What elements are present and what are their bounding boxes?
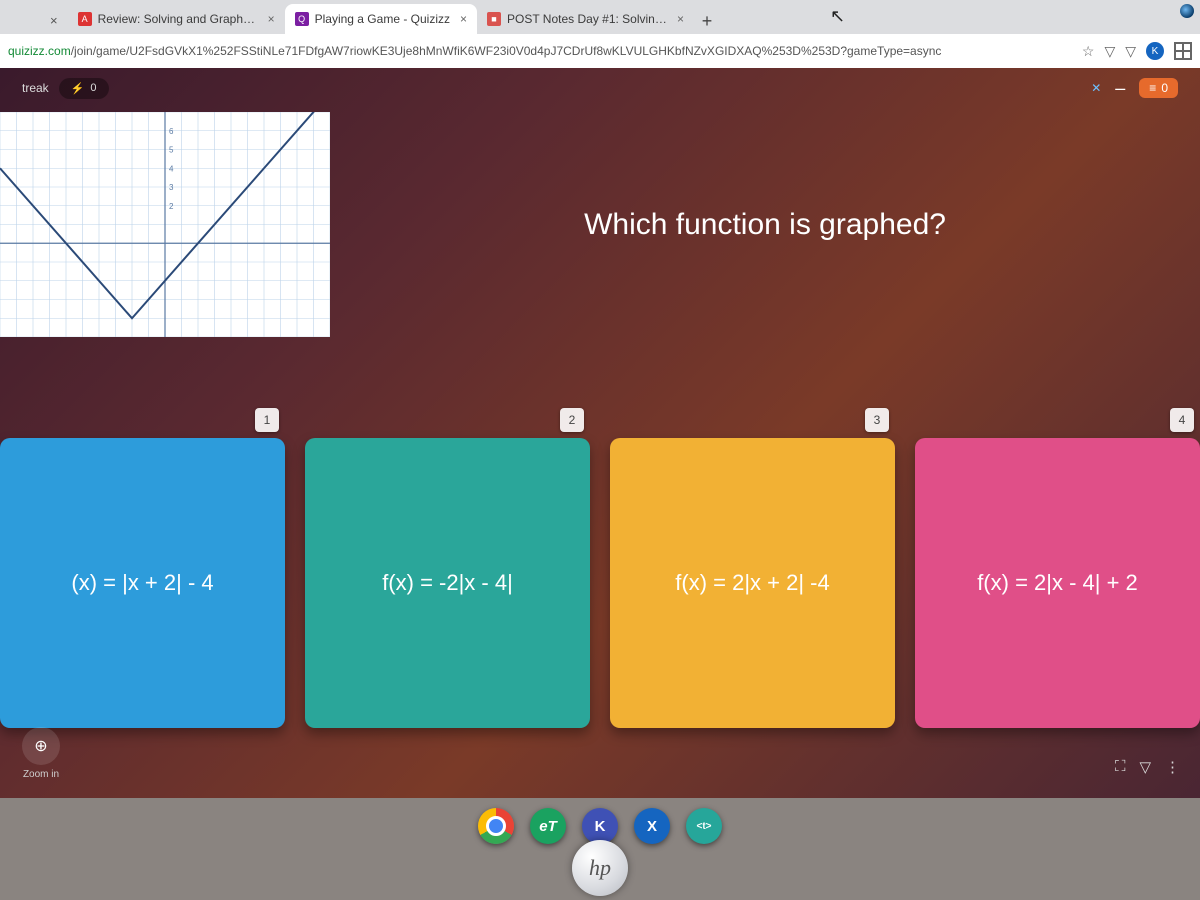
app-chrome[interactable] xyxy=(478,808,514,844)
favicon-quizizz: Q xyxy=(295,12,309,26)
streak-value: 0 xyxy=(90,82,96,94)
svg-text:5: 5 xyxy=(169,146,174,155)
fullscreen-icon[interactable]: ⛶ xyxy=(1115,758,1126,776)
url-path: /join/game/U2FsdGVkX1%252FSStiNLe71FDfgA… xyxy=(71,44,942,58)
streak-pill: ⚡ 0 xyxy=(59,78,109,99)
zoom-control: ⊕ Zoom in xyxy=(22,727,60,780)
zoom-in-button[interactable]: ⊕ xyxy=(22,727,60,765)
graph-plot: 2 3 4 5 6 xyxy=(0,112,330,337)
ext-icon-1[interactable]: ▽ xyxy=(1104,43,1115,60)
tab-title: Playing a Game - Quizizz xyxy=(315,12,450,26)
hp-logo: hp xyxy=(572,840,628,896)
favicon-review: A xyxy=(78,12,92,26)
hud-right: ✕ – ≡ 0 xyxy=(1091,78,1178,99)
tab-review[interactable]: A Review: Solving and Graphing A × xyxy=(68,4,285,34)
new-tab-button[interactable]: + xyxy=(694,8,720,34)
url-host: quizizz.com xyxy=(8,44,71,58)
app-x[interactable]: X xyxy=(634,808,670,844)
tab-postnotes[interactable]: ■ POST Notes Day #1: Solving Qu × xyxy=(477,4,694,34)
answer-text: (x) = |x + 2| - 4 xyxy=(71,570,213,596)
svg-text:6: 6 xyxy=(169,127,174,136)
answer-text: f(x) = -2|x - 4| xyxy=(382,570,513,596)
answer-option-4[interactable]: 4 f(x) = 2|x - 4| + 2 xyxy=(915,438,1200,728)
app-tag[interactable]: <t> xyxy=(686,808,722,844)
answer-text: f(x) = 2|x - 4| + 2 xyxy=(977,570,1138,596)
volume-icon[interactable]: ▽ xyxy=(1139,758,1151,776)
question-image[interactable]: 2 3 4 5 6 xyxy=(0,112,330,337)
hud-bottom-right: ⛶ ▽ ⋮ xyxy=(1115,758,1180,776)
close-icon[interactable]: × xyxy=(677,12,684,26)
tab-strip: × A Review: Solving and Graphing A × Q P… xyxy=(0,0,1200,34)
answer-option-2[interactable]: 2 f(x) = -2|x - 4| xyxy=(305,438,590,728)
tab-title: Review: Solving and Graphing A xyxy=(98,12,258,26)
keycap: 4 xyxy=(1170,408,1194,432)
tab-quizizz[interactable]: Q Playing a Game - Quizizz × xyxy=(285,4,477,34)
pause-icon[interactable]: – xyxy=(1115,78,1125,99)
hud-bar: treak ⚡ 0 ✕ – ≡ 0 xyxy=(0,68,1200,108)
app-et[interactable]: eT xyxy=(530,808,566,844)
ext-icon-2[interactable]: ▽ xyxy=(1125,43,1136,60)
quizizz-game: treak ⚡ 0 ✕ – ≡ 0 2 3 4 5 6 Which function i… xyxy=(0,68,1200,798)
url-display[interactable]: quizizz.com/join/game/U2FsdGVkX1%252FSSt… xyxy=(8,44,1074,58)
app-k[interactable]: K xyxy=(582,808,618,844)
question-text: Which function is graphed? xyxy=(330,208,1200,242)
svg-text:2: 2 xyxy=(169,202,174,211)
answer-text: f(x) = 2|x + 2| -4 xyxy=(675,570,829,596)
favicon-postnotes: ■ xyxy=(487,12,501,26)
svg-text:4: 4 xyxy=(169,164,174,173)
bolt-icon: ⚡ xyxy=(71,82,85,95)
cursor-icon: ↖ xyxy=(830,6,845,27)
answer-grid: 1 (x) = |x + 2| - 4 2 f(x) = -2|x - 4| 3… xyxy=(0,438,1200,728)
browser-chrome: × A Review: Solving and Graphing A × Q P… xyxy=(0,0,1200,68)
score-value: 0 xyxy=(1161,81,1168,95)
close-icon[interactable]: × xyxy=(460,12,467,26)
reading-list-icon[interactable] xyxy=(1174,42,1192,60)
star-icon[interactable]: ☆ xyxy=(1082,43,1095,60)
graph-svg: 2 3 4 5 6 xyxy=(0,112,330,337)
addr-icons: ☆ ▽ ▽ K xyxy=(1082,42,1192,60)
settings-icon[interactable]: ✕ xyxy=(1091,81,1101,95)
close-icon[interactable]: × xyxy=(268,12,275,26)
streak-label: treak xyxy=(22,81,49,95)
tab-title: POST Notes Day #1: Solving Qu xyxy=(507,12,667,26)
hud-left: treak ⚡ 0 xyxy=(22,78,109,99)
score-pill: ≡ 0 xyxy=(1139,78,1178,98)
answer-option-1[interactable]: 1 (x) = |x + 2| - 4 xyxy=(0,438,285,728)
keycap: 2 xyxy=(560,408,584,432)
tab-close-prev[interactable]: × xyxy=(50,13,58,28)
answer-option-3[interactable]: 3 f(x) = 2|x + 2| -4 xyxy=(610,438,895,728)
zoom-label: Zoom in xyxy=(23,769,59,780)
more-icon[interactable]: ⋮ xyxy=(1165,758,1180,776)
leaderboard-icon: ≡ xyxy=(1149,81,1156,95)
address-bar: quizizz.com/join/game/U2FsdGVkX1%252FSSt… xyxy=(0,34,1200,68)
keycap: 3 xyxy=(865,408,889,432)
question-row: 2 3 4 5 6 Which function is graphed? xyxy=(0,108,1200,337)
camera-dot xyxy=(1180,4,1194,18)
ext-icon-k[interactable]: K xyxy=(1146,42,1164,60)
keycap: 1 xyxy=(255,408,279,432)
svg-text:3: 3 xyxy=(169,183,174,192)
